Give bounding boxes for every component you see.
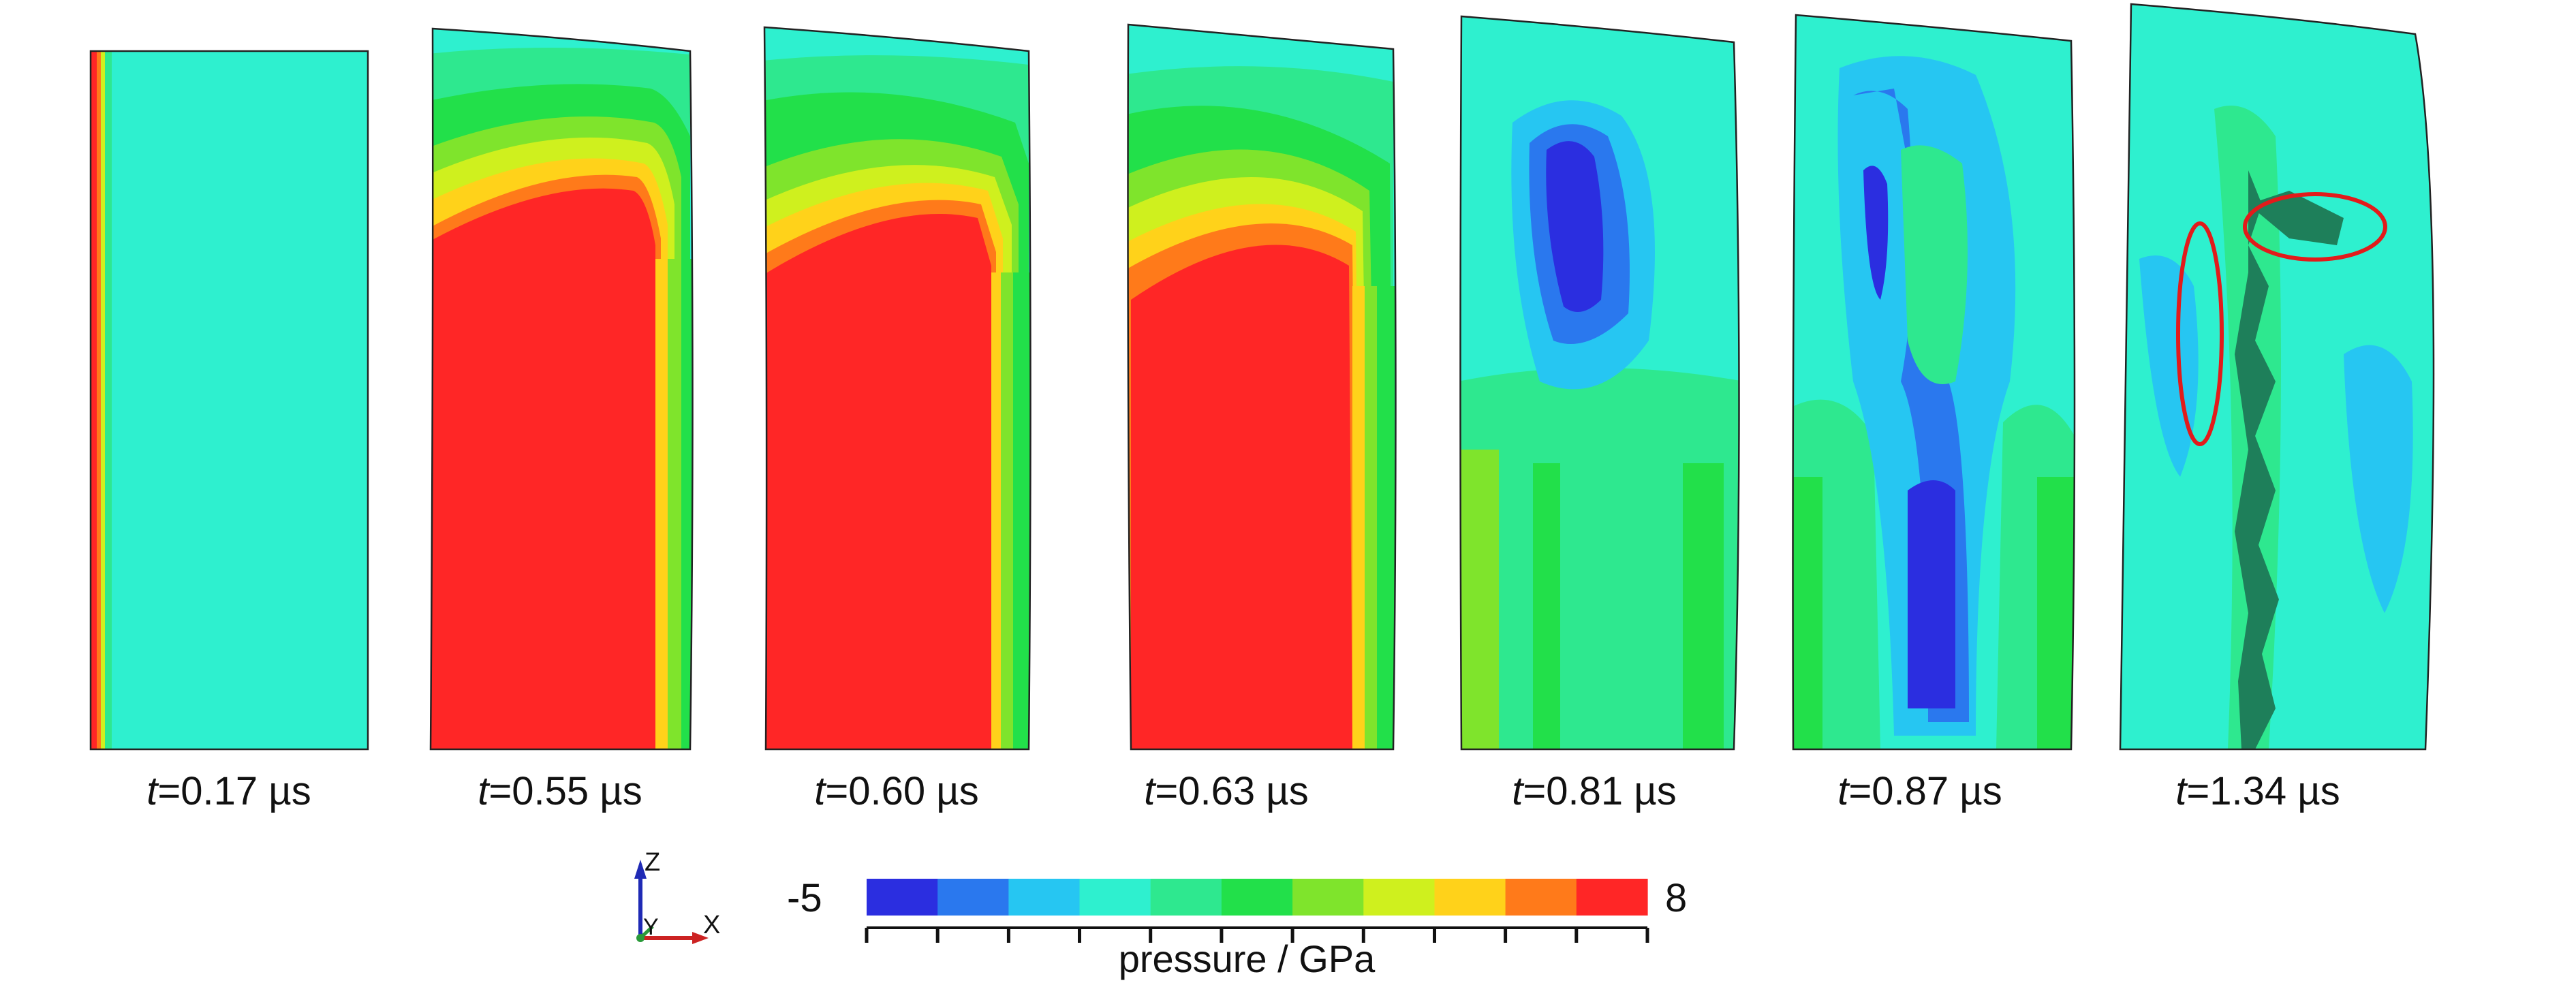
colorbar-swatch — [1505, 879, 1577, 916]
frame-5-contour — [1460, 16, 1739, 749]
axis-z-label: Z — [645, 848, 660, 877]
frame-1-outline — [89, 50, 369, 751]
colorbar — [865, 879, 1649, 943]
axes-triad: Z Y X — [634, 848, 720, 944]
frame-4-outline — [1127, 23, 1397, 751]
frame-5-outline — [1459, 15, 1740, 751]
colorbar-min-label: -5 — [787, 876, 822, 920]
frame-2-outline — [429, 27, 694, 751]
colorbar-swatch — [1150, 879, 1222, 916]
colorbar-max-label: 8 — [1665, 876, 1688, 920]
colorbar-swatch — [867, 879, 938, 916]
frame-label-3: t=0.60 µs — [814, 769, 979, 813]
frame-4-contour — [1128, 25, 1396, 749]
colorbar-swatch — [1079, 879, 1151, 916]
frame-6-outline — [1792, 14, 2076, 751]
colorbar-swatch — [1363, 879, 1436, 916]
colorbar-swatch — [1434, 879, 1506, 916]
colorbar-swatch — [937, 879, 1009, 916]
colorbar-title: pressure / GPa — [1118, 937, 1376, 980]
highlight-ellipse-top — [2243, 192, 2387, 262]
colorbar-swatch — [1576, 879, 1648, 916]
frame-3-outline — [763, 26, 1031, 751]
colorbar-swatch — [1221, 879, 1293, 916]
frame-label-1: t=0.17 µs — [146, 769, 311, 813]
highlight-ellipse-left — [2176, 221, 2224, 446]
colorbar-swatch — [1008, 879, 1081, 916]
frame-label-5: t=0.81 µs — [1512, 769, 1677, 813]
frame-7-outline — [2119, 3, 2435, 751]
frame-7-contour — [2120, 4, 2434, 749]
frame-2-contour — [431, 29, 693, 749]
frame-3-contour — [764, 27, 1031, 749]
axis-x-label: X — [703, 911, 720, 939]
colorbar-swatch — [1292, 879, 1364, 916]
axis-y-label: Y — [643, 914, 659, 940]
frame-label-4: t=0.63 µs — [1144, 769, 1309, 813]
frame-label-6: t=0.87 µs — [1837, 769, 2002, 813]
frame-1-contour — [91, 51, 368, 749]
frame-6-contour — [1793, 15, 2075, 749]
frame-label-2: t=0.55 µs — [478, 769, 642, 813]
frame-label-7: t=1.34 µs — [2175, 769, 2340, 813]
